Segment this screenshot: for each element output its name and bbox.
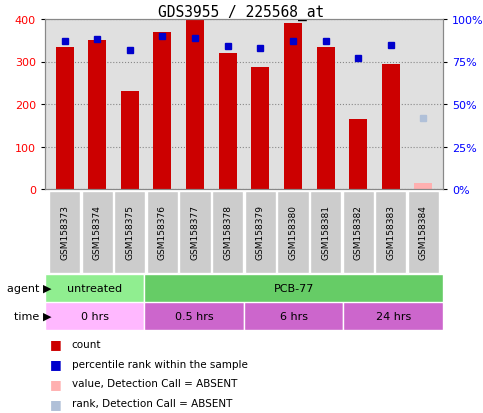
Text: GSM158373: GSM158373 bbox=[60, 204, 69, 259]
Text: ■: ■ bbox=[50, 357, 61, 370]
Bar bbox=[88, 41, 106, 190]
Bar bbox=[45, 274, 144, 302]
Text: 6 hrs: 6 hrs bbox=[280, 311, 308, 321]
Text: PCB-77: PCB-77 bbox=[273, 283, 314, 293]
Text: GSM158379: GSM158379 bbox=[256, 204, 265, 259]
Text: time: time bbox=[14, 311, 43, 321]
Bar bbox=[244, 302, 343, 330]
Text: GSM158374: GSM158374 bbox=[93, 204, 102, 259]
Bar bbox=[316, 47, 335, 190]
FancyBboxPatch shape bbox=[212, 191, 243, 273]
Bar bbox=[343, 302, 443, 330]
Text: GSM158381: GSM158381 bbox=[321, 204, 330, 259]
Text: ▶: ▶ bbox=[43, 311, 52, 321]
Text: GSM158384: GSM158384 bbox=[419, 204, 428, 259]
Bar bbox=[144, 274, 443, 302]
Text: ■: ■ bbox=[50, 396, 61, 410]
FancyBboxPatch shape bbox=[375, 191, 407, 273]
Bar bbox=[186, 21, 204, 190]
FancyBboxPatch shape bbox=[147, 191, 178, 273]
Text: untreated: untreated bbox=[67, 283, 122, 293]
Bar bbox=[219, 54, 237, 190]
Text: ■: ■ bbox=[50, 337, 61, 351]
Text: agent: agent bbox=[7, 283, 43, 293]
FancyBboxPatch shape bbox=[342, 191, 374, 273]
Text: ■: ■ bbox=[50, 377, 61, 390]
Text: value, Detection Call = ABSENT: value, Detection Call = ABSENT bbox=[71, 378, 237, 389]
Text: 24 hrs: 24 hrs bbox=[376, 311, 411, 321]
FancyBboxPatch shape bbox=[408, 191, 439, 273]
Text: GSM158377: GSM158377 bbox=[191, 204, 199, 259]
FancyBboxPatch shape bbox=[310, 191, 341, 273]
FancyBboxPatch shape bbox=[179, 191, 211, 273]
FancyBboxPatch shape bbox=[245, 191, 276, 273]
Bar bbox=[121, 92, 139, 190]
Text: percentile rank within the sample: percentile rank within the sample bbox=[71, 359, 247, 369]
Bar bbox=[414, 183, 432, 190]
Text: ▶: ▶ bbox=[43, 283, 52, 293]
Bar bbox=[251, 67, 270, 190]
Bar bbox=[284, 24, 302, 190]
Bar bbox=[382, 64, 400, 190]
FancyBboxPatch shape bbox=[277, 191, 309, 273]
Text: 0 hrs: 0 hrs bbox=[81, 311, 109, 321]
Text: rank, Detection Call = ABSENT: rank, Detection Call = ABSENT bbox=[71, 398, 232, 408]
Text: GSM158378: GSM158378 bbox=[223, 204, 232, 259]
FancyBboxPatch shape bbox=[49, 191, 80, 273]
Text: GSM158375: GSM158375 bbox=[125, 204, 134, 259]
Text: GDS3955 / 225568_at: GDS3955 / 225568_at bbox=[158, 5, 325, 21]
Text: GSM158380: GSM158380 bbox=[288, 204, 298, 259]
Bar bbox=[56, 47, 73, 190]
Bar bbox=[154, 33, 171, 190]
Text: GSM158376: GSM158376 bbox=[158, 204, 167, 259]
Bar bbox=[45, 302, 144, 330]
Text: GSM158382: GSM158382 bbox=[354, 204, 363, 259]
Text: count: count bbox=[71, 339, 101, 349]
Bar bbox=[349, 120, 367, 190]
Text: GSM158383: GSM158383 bbox=[386, 204, 395, 259]
FancyBboxPatch shape bbox=[114, 191, 145, 273]
Bar bbox=[144, 302, 244, 330]
Text: 0.5 hrs: 0.5 hrs bbox=[175, 311, 213, 321]
FancyBboxPatch shape bbox=[82, 191, 113, 273]
